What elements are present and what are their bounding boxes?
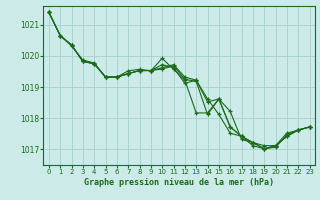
X-axis label: Graphe pression niveau de la mer (hPa): Graphe pression niveau de la mer (hPa) [84,178,274,187]
